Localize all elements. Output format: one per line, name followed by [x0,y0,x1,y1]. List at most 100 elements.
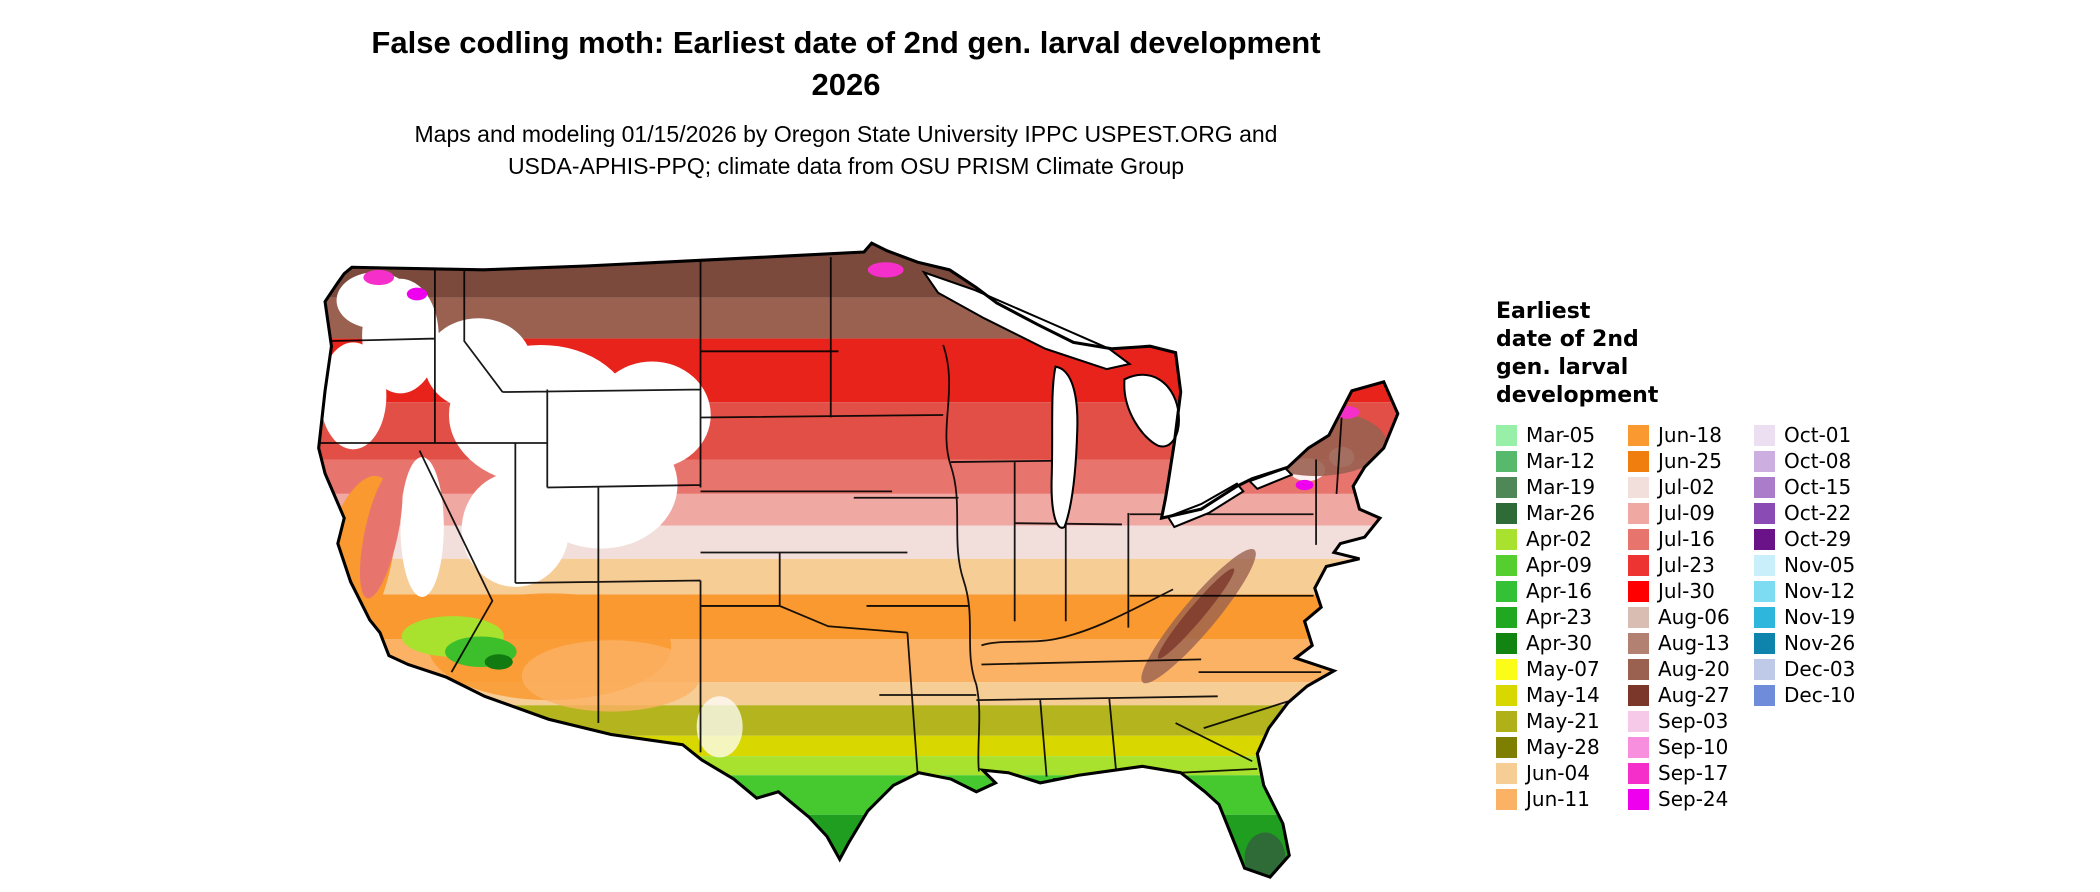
legend-item: Aug-06 [1628,604,1754,630]
legend-label: Jul-02 [1658,475,1715,499]
page-title: False codling moth: Earliest date of 2nd… [371,25,1321,60]
legend-item: Oct-22 [1754,500,1874,526]
legend-item: Mar-19 [1496,474,1628,500]
legend-item: Jun-04 [1496,760,1628,786]
map-subtitle-line2: USDA-APHIS-PPQ; climate data from OSU PR… [507,153,1185,179]
lake-superior [921,270,1133,371]
legend-label: Nov-05 [1784,553,1856,577]
legend-label: Mar-12 [1526,449,1596,473]
legend-item: Oct-29 [1754,526,1874,552]
legend-swatch [1628,762,1649,784]
legend-swatch [1496,476,1517,498]
legend-swatch [1496,632,1517,654]
legend-label: Jun-11 [1526,787,1590,811]
terrain-patch [593,361,711,469]
legend-title-line: date of 2nd [1496,327,1639,352]
legend-swatch [1754,658,1775,680]
legend-swatch [1628,684,1649,706]
legend-swatch [1628,710,1649,732]
legend-item: Aug-27 [1628,682,1754,708]
legend-swatch [1496,736,1517,758]
legend-swatch [1496,502,1517,524]
legend-swatch [1754,632,1775,654]
legend-swatch [1754,684,1775,706]
legend-swatch [1496,424,1517,446]
legend-label: Nov-12 [1784,579,1856,603]
great-lakes [921,270,1294,529]
legend-item: Aug-13 [1628,630,1754,656]
lake-michigan [1050,365,1079,529]
legend-item: Sep-03 [1628,708,1754,734]
legend-label: Aug-20 [1658,657,1730,681]
legend-label: Sep-10 [1658,735,1729,759]
map-subtitle-line1: Maps and modeling 01/15/2026 by Oregon S… [414,121,1278,147]
legend-label: Jul-09 [1658,501,1715,525]
legend-label: Oct-01 [1784,423,1852,447]
legend-label: Sep-17 [1658,761,1729,785]
us-map [228,224,1454,886]
us-outline [317,241,1400,879]
legend-swatch [1754,502,1775,524]
terrain-patch [336,272,414,329]
legend-swatch [1628,554,1649,576]
legend-label: Mar-19 [1526,475,1596,499]
terrain-patch [363,269,395,286]
legend-item: Sep-24 [1628,786,1754,812]
legend-label: Jul-30 [1658,579,1715,603]
legend-column: Jun-18 Jun-25 Jul-02 Jul-09 Jul-16 Jul-23 Jul-… [1628,422,1754,812]
legend-label: Jul-23 [1658,553,1715,577]
terrain-patch [521,640,701,712]
legend-item: Jul-09 [1628,500,1754,526]
legend-label: May-28 [1526,735,1600,759]
legend-item: Jun-18 [1628,422,1754,448]
band [318,682,1398,706]
terrain-patch [867,262,904,278]
legend-item: Mar-05 [1496,422,1628,448]
terrain-patch [484,654,513,670]
legend-item: Jul-23 [1628,552,1754,578]
legend-label: Apr-23 [1526,605,1592,629]
legend-label: Aug-06 [1658,605,1730,629]
legend-label: Sep-03 [1658,709,1729,733]
legend-item: Sep-10 [1628,734,1754,760]
legend-label: Apr-02 [1526,527,1592,551]
map-raster [318,243,1398,878]
state-borders [319,257,1343,780]
legend-label: Apr-09 [1526,553,1592,577]
legend-label: May-14 [1526,683,1600,707]
legend-label: Dec-03 [1784,657,1856,681]
legend-label: Aug-27 [1658,683,1730,707]
legend-swatch [1496,450,1517,472]
legend-label: Jun-04 [1526,761,1590,785]
legend-swatch [1628,502,1649,524]
legend-item: Apr-02 [1496,526,1628,552]
legend-item: Nov-12 [1754,578,1874,604]
page-title-year: 2026 [811,67,881,102]
legend-label: Nov-19 [1784,605,1856,629]
band [318,735,1398,757]
legend-item: Apr-09 [1496,552,1628,578]
legend-swatch [1628,788,1649,810]
legend-swatch [1628,606,1649,628]
legend-swatch [1496,606,1517,628]
legend-item: Jul-30 [1628,578,1754,604]
legend-label: May-07 [1526,657,1600,681]
terrain-patch [359,468,403,599]
legend-swatch [1496,788,1517,810]
legend-swatch [1628,580,1649,602]
legend-label: Sep-24 [1658,787,1729,811]
legend-label: Mar-26 [1526,501,1596,525]
legend-swatch [1628,528,1649,550]
legend-swatch [1496,528,1517,550]
legend-columns: Mar-05 Mar-12 Mar-19 Mar-26 Apr-02 Apr-09 Apr-… [1496,422,1936,812]
legend-item: May-14 [1496,682,1628,708]
legend-swatch [1496,762,1517,784]
legend-column: Oct-01 Oct-08 Oct-15 Oct-22 Oct-29 Nov-05 Nov-… [1754,422,1874,812]
legend-swatch [1754,606,1775,628]
legend-swatch [1628,424,1649,446]
legend-title-line: Earliest [1496,299,1591,324]
legend-item: Jun-11 [1496,786,1628,812]
band [318,402,1398,460]
legend-swatch [1496,554,1517,576]
